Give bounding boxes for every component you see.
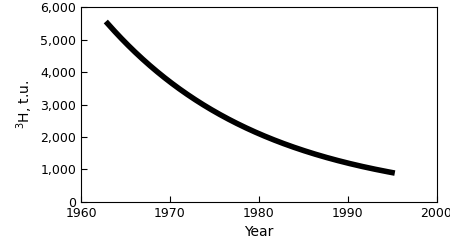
X-axis label: Year: Year (244, 225, 274, 239)
Y-axis label: $^3$H, t.u.: $^3$H, t.u. (14, 80, 35, 129)
